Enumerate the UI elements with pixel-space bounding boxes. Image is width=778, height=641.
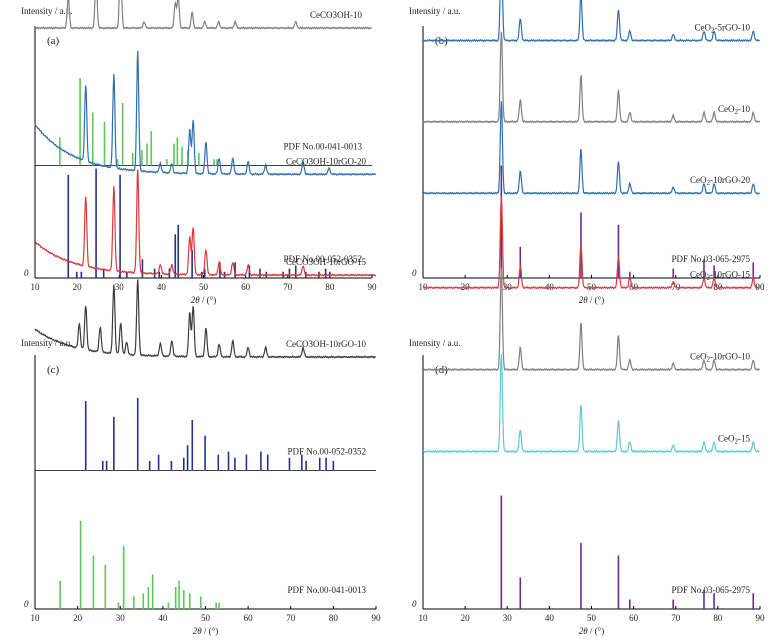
- x-tick-label: 20: [461, 613, 471, 623]
- series-line: [422, 101, 761, 195]
- x-tick-label: 60: [629, 282, 639, 292]
- series-line: [34, 279, 377, 359]
- x-tick-label: 70: [286, 613, 296, 623]
- x-tick-label: 50: [199, 282, 209, 292]
- series-label: CeO2-5rGO-10: [695, 23, 751, 35]
- x-tick-label: 60: [241, 282, 251, 292]
- series-label: CeO2-10rGO-10: [690, 352, 750, 364]
- x-axis-title: 2θ / (°): [579, 295, 605, 305]
- origin-label: 0: [24, 268, 29, 278]
- series-label: CeCO3OH-10rGO-20: [286, 156, 366, 166]
- x-tick-label: 10: [419, 613, 429, 623]
- x-tick-label: 90: [756, 613, 766, 623]
- series-line: [34, 0, 373, 30]
- origin-label: 0: [412, 599, 417, 609]
- series-line: [34, 169, 377, 277]
- y-axis-title: Intensity / a.u.: [21, 338, 73, 348]
- origin-label: 0: [412, 268, 417, 278]
- x-tick-label: 20: [461, 282, 471, 292]
- series-label: CeO2-10rGO-20: [690, 175, 750, 187]
- x-tick-label: 60: [629, 613, 639, 623]
- y-axis-title: Intensity / a.u.: [21, 6, 73, 16]
- x-tick-label: 80: [325, 282, 335, 292]
- series-line: [422, 0, 761, 43]
- x-tick-label: 30: [503, 613, 513, 623]
- x-tick-label: 90: [372, 613, 382, 623]
- series-label: CeCO3OH-10rGO-10: [286, 339, 366, 349]
- panel-label: (a): [47, 35, 60, 47]
- series-label: CeCO3OH-10: [310, 10, 362, 20]
- x-tick-label: 50: [201, 613, 211, 623]
- series-label: CeCO3OH-10rGO-15: [286, 257, 366, 267]
- reference-label: PDF No.03-065-2975: [671, 585, 750, 595]
- x-tick-label: 20: [73, 613, 83, 623]
- x-tick-label: 80: [329, 613, 339, 623]
- series-label: CeO2-10rGO-15: [690, 270, 750, 282]
- x-tick-label: 30: [116, 613, 126, 623]
- x-tick-label: 40: [157, 282, 167, 292]
- series-label: CeO2-15: [718, 434, 750, 446]
- x-tick-label: 70: [671, 613, 681, 623]
- series-line: [423, 268, 760, 372]
- x-tick-label: 20: [73, 282, 83, 292]
- series-label: CeO2-10: [718, 104, 750, 116]
- origin-label: 0: [24, 599, 29, 609]
- x-tick-label: 90: [368, 282, 378, 292]
- series-line: [422, 354, 760, 454]
- x-tick-label: 50: [587, 613, 597, 623]
- x-tick-label: 10: [31, 613, 41, 623]
- x-tick-label: 70: [283, 282, 293, 292]
- x-tick-label: 60: [244, 613, 254, 623]
- reference-label: PDF No.00-052-0352: [287, 446, 366, 456]
- series-line: [422, 31, 761, 124]
- x-axis-title: 2θ / (°): [193, 626, 219, 636]
- x-tick-label: 90: [756, 282, 766, 292]
- reference-label: PDF No.00-052-0352: [283, 254, 362, 264]
- x-tick-label: 30: [115, 282, 125, 292]
- reference-label: PDF No.00-041-0013: [287, 585, 366, 595]
- x-tick-label: 10: [31, 282, 41, 292]
- x-tick-label: 80: [713, 613, 723, 623]
- y-axis-title: Intensity / a.u.: [409, 338, 461, 348]
- x-tick-label: 40: [545, 613, 555, 623]
- x-axis-title: 2θ / (°): [579, 626, 605, 636]
- series-line: [34, 50, 377, 177]
- series-line: [422, 196, 760, 290]
- reference-label: PDF No.03-065-2975: [671, 254, 750, 264]
- x-axis-title: 2θ / (°): [191, 295, 217, 305]
- panel-label: (c): [47, 364, 60, 376]
- reference-label: PDF No.00-041-0013: [283, 142, 362, 152]
- y-axis-title: Intensity / a.u.: [409, 6, 461, 16]
- x-tick-label: 40: [158, 613, 168, 623]
